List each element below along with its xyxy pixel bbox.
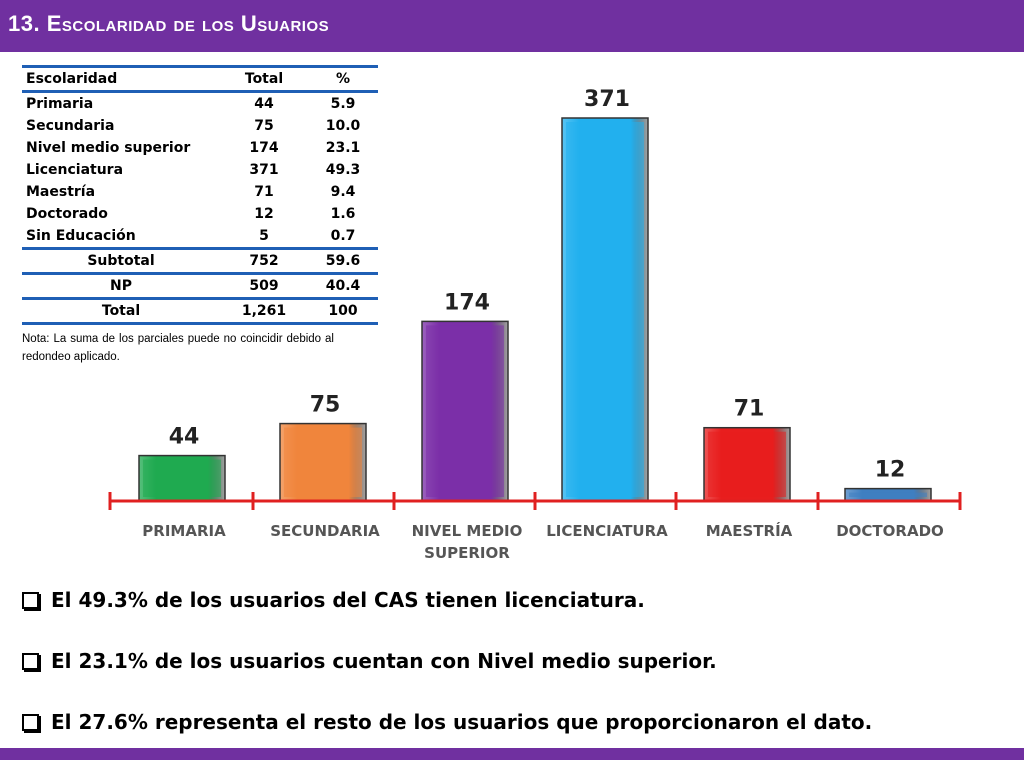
table-row: Doctorado 12 1.6 bbox=[22, 203, 378, 225]
bullet-item: El 49.3% de los usuarios del CAS tienen … bbox=[22, 588, 645, 612]
title-number: 13. bbox=[8, 11, 41, 36]
row-label: Maestría bbox=[26, 184, 96, 200]
row-label: Primaria bbox=[26, 96, 94, 112]
title-text: Escolaridad de los Usuarios bbox=[46, 11, 330, 36]
schooling-table: Escolaridad Total % Primaria 44 5.9 Secund… bbox=[22, 65, 378, 325]
page-title: 13. Escolaridad de los Usuarios bbox=[8, 11, 329, 37]
subtotal-total: 752 bbox=[220, 247, 308, 275]
row-label: Nivel medio superior bbox=[26, 140, 191, 156]
rounding-note: Nota: La suma de los parciales puede no … bbox=[22, 333, 334, 363]
bar-value-label: 371 bbox=[584, 87, 630, 112]
row-total: 75 bbox=[254, 118, 274, 134]
checkbox-bullet-icon bbox=[22, 652, 39, 670]
total-percent: 100 bbox=[308, 298, 378, 325]
total-total: 1,261 bbox=[220, 298, 308, 325]
category-label: MAESTRÍA bbox=[706, 521, 793, 540]
bar-chart: 44 PRIMARIA 75 SECUNDARIA 174 NIVEL MEDIO SUPE… bbox=[108, 87, 962, 562]
row-percent: 23.1 bbox=[325, 140, 361, 156]
subtotal-row: Subtotal 752 59.6 bbox=[22, 247, 378, 275]
row-percent: 9.4 bbox=[330, 184, 356, 200]
checkbox-bullet-icon bbox=[22, 591, 39, 609]
row-label: Secundaria bbox=[26, 118, 115, 134]
row-label: Licenciatura bbox=[26, 162, 124, 178]
header-total: Total bbox=[220, 65, 308, 93]
row-total: 44 bbox=[254, 96, 274, 112]
table-row: Sin Educación 5 0.7 bbox=[22, 225, 378, 249]
row-total: 71 bbox=[254, 184, 274, 200]
header-bar: 13. Escolaridad de los Usuarios bbox=[0, 0, 1024, 52]
table-header-row: Escolaridad Total % bbox=[22, 65, 378, 93]
header-percent: % bbox=[308, 65, 378, 93]
bar-value-label: 71 bbox=[734, 397, 765, 422]
category-label: SECUNDARIA bbox=[270, 522, 380, 540]
bar-inner-0 bbox=[143, 459, 221, 497]
row-label: Doctorado bbox=[26, 206, 108, 222]
bullet-item: El 27.6% representa el resto de los usua… bbox=[22, 710, 872, 734]
category-label: LICENCIATURA bbox=[546, 522, 668, 540]
row-percent: 49.3 bbox=[325, 162, 361, 178]
bullet-item: El 23.1% de los usuarios cuentan con Niv… bbox=[22, 649, 717, 673]
row-total: 174 bbox=[249, 140, 279, 156]
bar-inner-2 bbox=[426, 325, 504, 497]
np-total: 509 bbox=[220, 273, 308, 300]
category-label: DOCTORADO bbox=[836, 522, 944, 540]
header-escolaridad: Escolaridad bbox=[22, 65, 220, 93]
table-row: Maestría 71 9.4 bbox=[22, 181, 378, 203]
table-row: Secundaria 75 10.0 bbox=[22, 115, 378, 137]
bullet-text: El 49.3% de los usuarios del CAS tienen … bbox=[51, 588, 645, 612]
subtotal-percent: 59.6 bbox=[308, 247, 378, 275]
table-row: Primaria 44 5.9 bbox=[22, 92, 378, 116]
bar-inner-1 bbox=[284, 427, 362, 497]
footer-band bbox=[0, 748, 1024, 760]
row-percent: 5.9 bbox=[330, 96, 356, 112]
category-label: SUPERIOR bbox=[424, 544, 510, 562]
row-label: Sin Educación bbox=[26, 228, 136, 244]
bar-inner-5 bbox=[849, 492, 927, 497]
row-percent: 0.7 bbox=[330, 228, 356, 244]
row-total: 371 bbox=[249, 162, 279, 178]
row-total: 5 bbox=[259, 228, 269, 244]
bullet-text: El 27.6% representa el resto de los usua… bbox=[51, 710, 873, 734]
np-percent: 40.4 bbox=[308, 273, 378, 300]
row-total: 12 bbox=[254, 206, 274, 222]
bullet-text: El 23.1% de los usuarios cuentan con Niv… bbox=[51, 649, 717, 673]
category-label: PRIMARIA bbox=[142, 522, 226, 540]
subtotal-label: Subtotal bbox=[22, 247, 220, 275]
bar-inner-3 bbox=[566, 122, 644, 497]
bar-inner-4 bbox=[708, 431, 786, 497]
bar-value-label: 75 bbox=[310, 393, 341, 418]
table-row: Licenciatura 371 49.3 bbox=[22, 159, 378, 181]
row-percent: 10.0 bbox=[325, 118, 361, 134]
total-label: Total bbox=[22, 298, 220, 325]
bar-value-label: 174 bbox=[444, 290, 490, 315]
np-row: NP 509 40.4 bbox=[22, 273, 378, 300]
np-label: NP bbox=[22, 273, 220, 300]
row-percent: 1.6 bbox=[330, 206, 356, 222]
bar-value-label: 12 bbox=[875, 458, 906, 483]
category-label: NIVEL MEDIO bbox=[412, 522, 523, 540]
bar-value-label: 44 bbox=[169, 425, 200, 450]
checkbox-bullet-icon bbox=[22, 713, 39, 731]
table-row: Nivel medio superior 174 23.1 bbox=[22, 137, 378, 159]
total-row: Total 1,261 100 bbox=[22, 298, 378, 325]
